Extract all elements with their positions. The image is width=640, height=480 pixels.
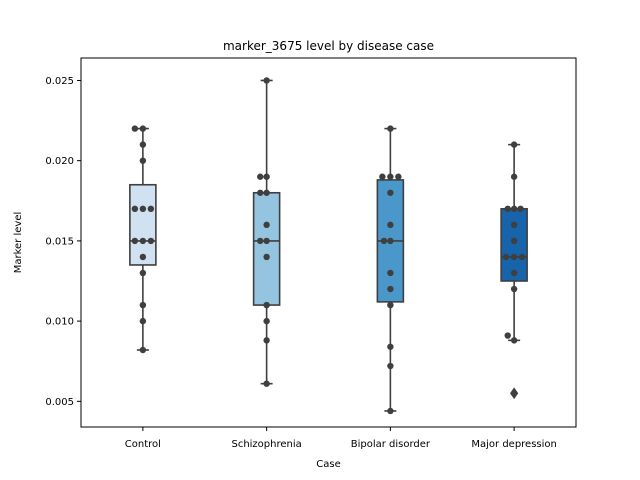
data-point bbox=[139, 237, 147, 245]
y-tick-label: 0.020 bbox=[45, 156, 74, 167]
data-point bbox=[387, 189, 394, 196]
data-point bbox=[139, 269, 147, 277]
data-point bbox=[263, 189, 270, 196]
data-point bbox=[387, 301, 394, 309]
data-point bbox=[518, 253, 526, 261]
data-point bbox=[139, 301, 147, 309]
data-point bbox=[139, 346, 147, 354]
y-tick-label: 0.015 bbox=[45, 236, 74, 247]
data-point bbox=[379, 173, 386, 180]
swarm-group bbox=[131, 125, 155, 354]
y-tick-label: 0.010 bbox=[45, 317, 74, 328]
data-point bbox=[263, 237, 270, 245]
data-point bbox=[387, 285, 394, 293]
swarm-group bbox=[379, 125, 402, 415]
plot-area bbox=[81, 58, 576, 427]
x-axis-label: Case bbox=[316, 459, 340, 470]
data-point bbox=[263, 301, 270, 309]
data-point bbox=[139, 317, 147, 325]
swarm-group bbox=[257, 77, 270, 387]
data-point bbox=[395, 173, 402, 180]
data-point bbox=[139, 205, 147, 213]
data-point bbox=[510, 237, 518, 245]
data-point bbox=[387, 269, 394, 277]
data-point bbox=[139, 141, 147, 148]
data-point bbox=[147, 237, 155, 245]
data-point bbox=[510, 269, 518, 277]
data-point bbox=[504, 332, 511, 339]
y-tick-label: 0.005 bbox=[45, 397, 74, 408]
data-point bbox=[131, 125, 139, 132]
swarm-group bbox=[502, 141, 526, 397]
data-point bbox=[510, 221, 518, 229]
data-point bbox=[387, 362, 394, 370]
data-point bbox=[517, 205, 524, 213]
data-point bbox=[510, 173, 518, 180]
data-point bbox=[139, 253, 147, 261]
data-point bbox=[263, 337, 270, 344]
box bbox=[129, 183, 157, 266]
data-point bbox=[387, 343, 394, 350]
data-point bbox=[380, 237, 388, 245]
data-point bbox=[387, 125, 394, 132]
data-point bbox=[257, 237, 264, 245]
data-point bbox=[502, 253, 510, 261]
data-point bbox=[387, 173, 394, 180]
data-point bbox=[139, 125, 147, 132]
data-point bbox=[257, 173, 264, 180]
data-point bbox=[263, 77, 270, 84]
y-tick-label: 0.025 bbox=[45, 76, 74, 87]
data-point bbox=[263, 317, 270, 325]
data-point bbox=[387, 237, 394, 245]
data-point bbox=[257, 189, 264, 196]
y-axis-ticks: 0.005 0.010 0.015 0.020 0.025 bbox=[45, 76, 81, 408]
data-point bbox=[131, 205, 139, 213]
x-axis-ticks: Control Schizophrenia Bipolar disorder Majo… bbox=[125, 427, 557, 450]
data-point bbox=[263, 221, 270, 229]
data-point bbox=[263, 173, 270, 180]
data-point bbox=[263, 253, 270, 261]
data-point bbox=[131, 237, 139, 245]
data-point bbox=[510, 285, 518, 293]
box bbox=[252, 191, 281, 306]
data-point bbox=[510, 205, 518, 213]
data-point bbox=[510, 337, 518, 344]
data-point bbox=[387, 221, 394, 229]
x-tick-label: Bipolar disorder bbox=[351, 439, 431, 450]
axes-frame bbox=[80, 57, 577, 428]
chart-marks bbox=[129, 77, 528, 415]
data-point bbox=[510, 253, 518, 261]
x-tick-label: Major depression bbox=[471, 439, 557, 450]
x-tick-label: Control bbox=[125, 439, 161, 450]
data-point bbox=[139, 157, 147, 164]
data-point bbox=[510, 141, 518, 148]
y-axis-label: Marker level bbox=[13, 212, 24, 274]
data-point bbox=[510, 390, 518, 397]
data-point bbox=[147, 205, 155, 213]
data-point bbox=[504, 205, 511, 213]
data-point bbox=[263, 380, 270, 387]
chart-title: marker_3675 level by disease case bbox=[223, 39, 434, 53]
x-tick-label: Schizophrenia bbox=[231, 439, 301, 450]
data-point bbox=[387, 407, 394, 415]
